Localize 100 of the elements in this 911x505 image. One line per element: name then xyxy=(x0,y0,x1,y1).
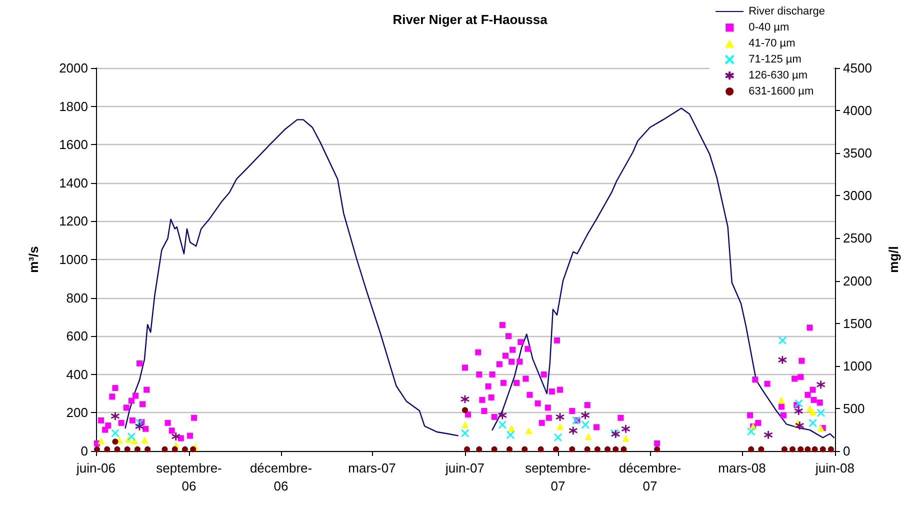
point xyxy=(556,422,564,430)
y-tick-label: 400 xyxy=(66,366,88,382)
y-tick-label: 1000 xyxy=(59,252,88,267)
point xyxy=(111,428,120,438)
point xyxy=(498,410,508,420)
point xyxy=(182,446,188,452)
point xyxy=(127,432,136,441)
point xyxy=(172,446,178,452)
point xyxy=(809,408,816,416)
point xyxy=(816,380,826,390)
point xyxy=(808,418,817,428)
point xyxy=(124,446,130,452)
point xyxy=(584,446,590,452)
point xyxy=(594,446,600,452)
y-tick-label: 1600 xyxy=(59,137,88,152)
y-tick-label: 0 xyxy=(80,444,88,458)
y2-axis-title: mg/l xyxy=(886,246,901,273)
legend-label: 126-630 µm xyxy=(748,70,808,82)
point xyxy=(141,436,148,444)
point xyxy=(778,396,785,404)
y-tick-label: 200 xyxy=(66,405,88,420)
point xyxy=(790,446,796,452)
y-tick-label: 1800 xyxy=(59,98,88,114)
point xyxy=(476,446,482,452)
point xyxy=(98,437,105,444)
point xyxy=(781,446,788,452)
point xyxy=(144,446,151,452)
point xyxy=(764,430,773,440)
point xyxy=(748,446,754,452)
point xyxy=(554,433,562,442)
legend-label: River discharge xyxy=(748,6,825,18)
y2-tick-label: 500 xyxy=(843,400,865,416)
legend-label: 71-125 µm xyxy=(748,54,802,66)
y2-tick-label: 1500 xyxy=(843,316,872,331)
chart-title: River Niger at F-Haoussa xyxy=(392,12,548,27)
point xyxy=(552,446,559,452)
x-tick-label: décembre-06 xyxy=(250,460,312,494)
point xyxy=(828,446,834,452)
point xyxy=(94,446,100,452)
point xyxy=(130,437,138,444)
point xyxy=(525,427,532,434)
point xyxy=(461,421,468,428)
point xyxy=(462,407,468,414)
point xyxy=(190,446,196,452)
y2-tick-label: 3500 xyxy=(843,146,872,161)
point xyxy=(135,418,144,428)
point xyxy=(794,406,804,416)
x-tick-label: décembre-07 xyxy=(618,460,682,494)
point xyxy=(794,399,803,408)
point xyxy=(817,424,824,432)
y-axis-title: m³/s xyxy=(26,246,41,273)
x-tick-label: juin-08 xyxy=(814,460,855,476)
y-tick-label: 2000 xyxy=(59,60,88,76)
y2-tick-label: 3000 xyxy=(843,188,872,204)
point xyxy=(110,411,120,421)
point xyxy=(460,394,470,404)
y-tick-label: 1400 xyxy=(59,175,88,190)
y2-tick-label: 4000 xyxy=(843,103,872,118)
point xyxy=(568,426,578,436)
point xyxy=(812,446,818,452)
x-tick-label: mars-08 xyxy=(718,460,766,476)
point xyxy=(508,424,515,432)
point xyxy=(620,446,627,452)
legend-label: 41-70 µm xyxy=(748,38,796,50)
x-tick-label: juin-07 xyxy=(444,460,485,476)
y-tick-label: 600 xyxy=(66,328,88,344)
point xyxy=(162,446,168,452)
point xyxy=(134,446,140,452)
point xyxy=(506,430,515,440)
point xyxy=(798,446,804,452)
point xyxy=(580,410,590,420)
y2-tick-label: 4500 xyxy=(843,60,872,76)
y2-tick-label: 0 xyxy=(843,444,850,458)
x-tick-label: septembre-06 xyxy=(156,460,222,494)
point xyxy=(778,336,787,345)
point xyxy=(538,446,544,452)
x-tick-label: mars-07 xyxy=(348,460,396,476)
point xyxy=(621,424,630,434)
x-tick-label: juin-06 xyxy=(75,460,116,476)
point xyxy=(746,427,756,436)
point xyxy=(820,446,826,452)
point xyxy=(171,432,181,442)
point xyxy=(134,422,144,432)
y2-tick-label: 2000 xyxy=(843,273,872,288)
y-tick-label: 1200 xyxy=(59,214,88,229)
x-tick-label: septembre-07 xyxy=(525,460,591,494)
point xyxy=(569,446,576,452)
point xyxy=(114,446,120,452)
legend-label: 631-1600 µm xyxy=(748,86,814,98)
legend-label: 0-40 µm xyxy=(748,22,790,34)
point xyxy=(555,412,565,422)
point xyxy=(112,438,118,445)
point xyxy=(522,446,528,452)
point xyxy=(104,446,110,452)
point xyxy=(806,404,814,412)
y2-tick-label: 1000 xyxy=(843,358,872,374)
y2-tick-label: 2500 xyxy=(843,230,872,246)
point xyxy=(464,446,470,452)
point xyxy=(622,434,630,442)
point xyxy=(460,428,470,438)
